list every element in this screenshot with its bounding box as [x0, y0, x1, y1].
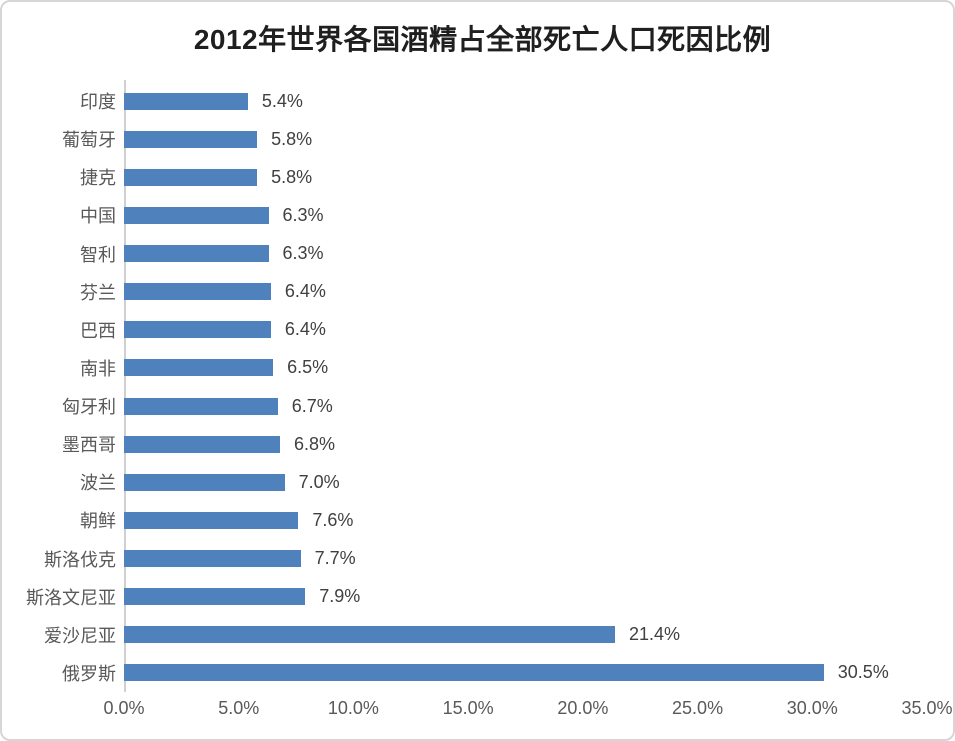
data-label: 30.5% [837, 662, 889, 683]
data-label: 7.7% [314, 548, 356, 569]
x-tick-label: 35.0% [901, 698, 953, 718]
data-label: 5.4% [261, 90, 303, 111]
data-label: 7.0% [298, 471, 340, 492]
bar [124, 588, 306, 606]
data-label: 7.9% [319, 586, 361, 607]
x-tick-label: 0.0% [103, 698, 145, 718]
chart-rows: 印度 5.4% 葡萄牙 5.8% 捷克 5.8% 中国 6.3% 智利 6.3% 芬兰 6.4% 巴西 6… [2, 82, 927, 692]
chart-row: 爱沙尼亚 21.4% [2, 616, 927, 654]
bar [124, 168, 258, 186]
bar-track: 7.6% [124, 501, 927, 539]
chart-row: 斯洛文尼亚 7.9% [2, 578, 927, 616]
data-label: 6.3% [282, 204, 324, 225]
category-label: 印度 [80, 92, 116, 113]
category-label: 捷克 [80, 168, 116, 189]
bar-track: 5.4% [124, 82, 927, 120]
data-label: 5.8% [271, 128, 313, 149]
bar [124, 359, 274, 377]
bar [124, 283, 271, 301]
bar-track: 7.9% [124, 578, 927, 616]
bar-track: 6.8% [124, 425, 927, 463]
bar-track: 21.4% [124, 616, 927, 654]
x-tick-label: 15.0% [442, 698, 494, 718]
bar [124, 473, 285, 491]
category-label: 爱沙尼亚 [44, 625, 116, 646]
bar-track: 6.4% [124, 273, 927, 311]
x-tick-label: 30.0% [786, 698, 838, 718]
bar-track: 6.5% [124, 349, 927, 387]
bar [124, 511, 299, 529]
chart-row: 南非 6.5% [2, 349, 927, 387]
data-label: 6.8% [294, 433, 336, 454]
bar-track: 7.0% [124, 463, 927, 501]
category-label: 智利 [80, 244, 116, 265]
bar [124, 664, 824, 682]
data-label: 6.4% [284, 281, 326, 302]
bar [124, 435, 280, 453]
category-label: 芬兰 [80, 282, 116, 303]
category-label: 俄罗斯 [62, 663, 116, 684]
chart-row: 中国 6.3% [2, 196, 927, 234]
bar [124, 397, 278, 415]
bar [124, 92, 248, 110]
category-label: 波兰 [80, 473, 116, 494]
chart-row: 捷克 5.8% [2, 158, 927, 196]
data-label: 5.8% [271, 166, 313, 187]
chart-row: 朝鲜 7.6% [2, 501, 927, 539]
chart-title: 2012年世界各国酒精占全部死亡人口死因比例 [193, 24, 772, 55]
category-label: 巴西 [80, 320, 116, 341]
bar-track: 5.8% [124, 120, 927, 158]
bar [124, 550, 301, 568]
chart-row: 巴西 6.4% [2, 311, 927, 349]
bar-track: 30.5% [124, 654, 927, 692]
category-label: 中国 [80, 206, 116, 227]
chart-row: 俄罗斯 30.5% [2, 654, 927, 692]
chart-row: 智利 6.3% [2, 235, 927, 273]
bar [124, 206, 269, 224]
bar-track: 6.3% [124, 235, 927, 273]
category-label: 匈牙利 [62, 397, 116, 418]
x-tick-label: 20.0% [557, 698, 609, 718]
bar-track: 6.4% [124, 311, 927, 349]
y-axis-line [124, 80, 126, 692]
data-label: 7.6% [312, 509, 354, 530]
chart-row: 葡萄牙 5.8% [2, 120, 927, 158]
bar-track: 6.7% [124, 387, 927, 425]
data-label: 6.7% [291, 395, 333, 416]
bar-track: 5.8% [124, 158, 927, 196]
bar [124, 130, 258, 148]
data-label: 6.5% [287, 357, 329, 378]
chart-row: 墨西哥 6.8% [2, 425, 927, 463]
category-label: 南非 [80, 358, 116, 379]
chart-row: 印度 5.4% [2, 82, 927, 120]
category-label: 葡萄牙 [62, 130, 116, 151]
data-label: 6.4% [284, 319, 326, 340]
chart-row: 波兰 7.0% [2, 463, 927, 501]
chart-row: 芬兰 6.4% [2, 273, 927, 311]
chart-row: 斯洛伐克 7.7% [2, 540, 927, 578]
data-label: 6.3% [282, 243, 324, 264]
category-label: 斯洛文尼亚 [26, 587, 116, 608]
x-axis: 0.0% 5.0% 10.0% 15.0% 20.0% 25.0% 30.0% 35.0% [103, 698, 952, 724]
category-label: 斯洛伐克 [44, 549, 116, 570]
bar [124, 245, 269, 263]
bar-track: 6.3% [124, 196, 927, 234]
bar-track: 7.7% [124, 540, 927, 578]
category-label: 朝鲜 [80, 511, 116, 532]
bar [124, 321, 271, 339]
bar [124, 626, 615, 644]
data-label: 21.4% [628, 624, 681, 645]
x-tick-label: 25.0% [672, 698, 724, 718]
x-tick-label: 5.0% [218, 698, 260, 718]
chart-row: 匈牙利 6.7% [2, 387, 927, 425]
category-label: 墨西哥 [62, 435, 116, 456]
x-tick-label: 10.0% [327, 698, 379, 718]
